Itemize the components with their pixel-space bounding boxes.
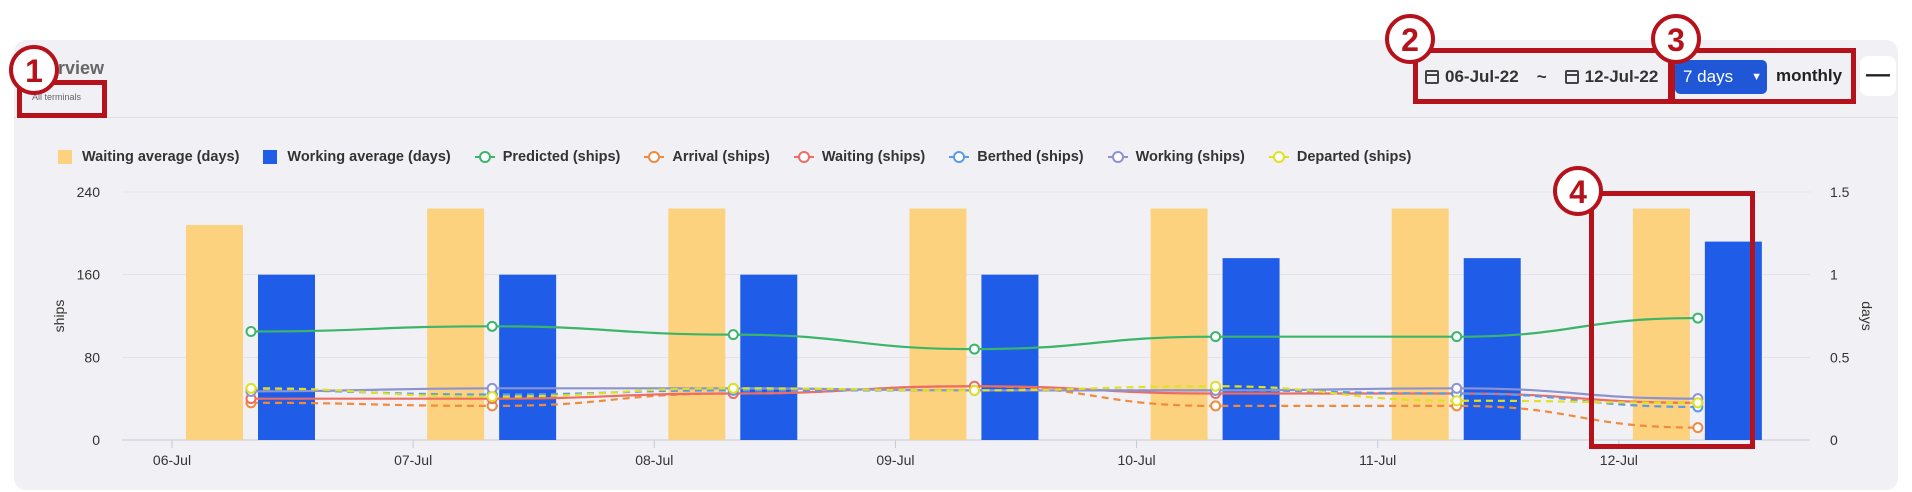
legend-marker [474,149,495,165]
page-title: erview [48,58,105,78]
annotation-box-2 [1413,48,1673,104]
date-range-picker[interactable]: 06-Jul-22 ~ 12-Jul-22 [1425,62,1658,92]
point-departed [1451,395,1463,407]
annotation-box-3 [1670,48,1856,104]
point-arrival [1210,400,1222,412]
bar-working-average [499,274,557,440]
bar-working-average [1222,258,1280,440]
point-predicted [245,326,257,337]
legend-marker [949,149,970,165]
point-departed [968,384,980,396]
bar-waiting-average [1150,208,1208,440]
point-departed [486,391,498,403]
legend-item-working[interactable]: Working (ships) [1107,149,1245,165]
bar-working-average [258,274,315,440]
legend-item-waiting-average[interactable]: Waiting average (days) [58,149,239,165]
chart-legend: Waiting average (days) Working average (… [58,146,1435,168]
legend-label: Working (ships) [1135,149,1245,165]
annotation-badge-3: 3 [1651,14,1701,64]
legend-marker [1107,149,1128,165]
bar-working-average [1463,258,1521,440]
header-divider [14,117,1898,118]
bar-waiting-average [909,208,967,440]
end-date[interactable]: 12-Jul-22 [1584,67,1659,86]
left-axis-tick-label: 240 [77,184,101,200]
point-predicted [486,320,498,332]
x-axis-tick-label: 08-Jul [635,452,673,468]
legend-item-departed[interactable]: Departed (ships) [1268,149,1412,165]
start-date[interactable]: 06-Jul-22 [1445,67,1519,86]
bar-working-average [740,274,798,440]
x-axis-tick-label: 09-Jul [876,452,914,468]
right-axis-tick-label: 0 [1830,432,1838,448]
legend-item-arrival[interactable]: Arrival (ships) [644,149,770,165]
caret-down-icon: ▼ [1751,71,1762,83]
left-axis-tick-label: 80 [84,349,100,365]
range-dropdown[interactable]: 7 days ▼ [1675,60,1767,94]
legend-label: Waiting average (days) [82,149,240,165]
legend-label: Waiting (ships) [821,149,926,165]
right-axis-tick-label: 1.5 [1830,184,1850,200]
monthly-toggle[interactable]: monthly [1776,66,1843,85]
bar-waiting-average [427,208,485,440]
left-axis-tick-label: 160 [77,267,101,283]
legend-marker [1268,149,1289,165]
left-axis-label: ships [51,300,67,333]
point-working [1451,382,1463,394]
bar-working-average [981,274,1039,440]
x-axis-tick-label: 11-Jul [1359,452,1396,468]
calendar-icon [1564,70,1579,84]
bar-waiting-average [186,225,243,440]
point-departed [245,382,257,394]
right-axis-label: days [1859,301,1875,331]
right-axis-tick-label: 1 [1830,267,1838,283]
point-predicted [727,329,739,341]
right-axis-tick-label: 0.5 [1830,349,1850,365]
legend-item-working-average[interactable]: Working average (days) [263,149,451,165]
date-separator: ~ [1536,67,1547,86]
legend-label: Departed (ships) [1296,149,1412,165]
legend-swatch [263,150,278,164]
terminal-filter-label[interactable]: All terminals [32,92,82,102]
legend-marker [644,149,665,165]
annotation-box-1 [17,80,107,118]
legend-item-waiting[interactable]: Waiting (ships) [793,149,926,165]
x-axis-tick-label: 06-Jul [153,452,191,468]
x-axis-tick-label: 12-Jul [1600,452,1638,468]
point-predicted [1692,312,1704,324]
annotation-badge-1: 1 [9,45,59,95]
point-departed [727,382,739,394]
point-predicted [1210,331,1222,343]
point-arrival [1692,422,1704,434]
point-predicted [1451,331,1463,343]
range-dropdown-label: 7 days [1683,67,1734,86]
legend-item-predicted[interactable]: Predicted (ships) [474,149,621,165]
left-axis-tick-label: 0 [92,432,100,448]
x-axis-tick-label: 10-Jul [1118,452,1156,468]
bar-waiting-average [668,208,726,440]
legend-label: Working average (days) [287,149,451,165]
point-departed [1210,380,1222,392]
legend-label: Arrival (ships) [672,149,770,165]
annotation-badge-4: 4 [1553,166,1603,216]
legend-label: Berthed (ships) [977,149,1084,165]
point-departed [1692,397,1704,409]
legend-marker [793,149,814,165]
annotation-box-4 [1589,191,1755,449]
calendar-icon [1425,70,1439,84]
x-axis-tick-label: 07-Jul [394,452,432,468]
annotation-badge-2: 2 [1385,14,1435,64]
legend-item-berthed[interactable]: Berthed (ships) [949,149,1084,165]
point-predicted [968,343,980,355]
collapse-button[interactable]: — [1860,56,1896,96]
legend-swatch [58,150,72,164]
legend-label: Predicted (ships) [502,149,621,165]
